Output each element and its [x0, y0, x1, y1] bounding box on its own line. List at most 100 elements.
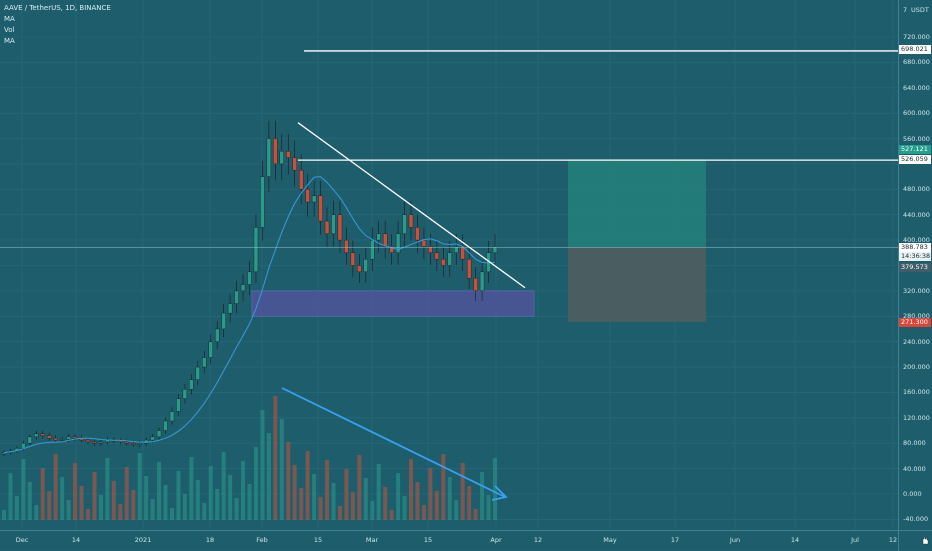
candle-body — [318, 195, 323, 222]
price-tick-label: 680.000 — [903, 58, 930, 67]
volume-bar — [454, 500, 459, 520]
volume-bar — [325, 460, 330, 520]
time-tick-label: 18 — [205, 536, 215, 544]
candle-body — [447, 252, 452, 266]
axis-settings-corner[interactable] — [898, 530, 932, 551]
candle-body — [98, 441, 104, 444]
indicator-ma-2[interactable]: MA — [4, 37, 15, 45]
price-tick-label: 640.000 — [903, 83, 930, 92]
volume-bar — [144, 476, 149, 520]
candle-body — [227, 303, 233, 314]
candle-body — [298, 170, 304, 190]
volume-bar — [370, 501, 375, 520]
candle-body — [221, 312, 226, 330]
candle-body — [253, 227, 259, 273]
time-tick-label: 15 — [423, 536, 433, 544]
price-tick-label: 160.000 — [903, 388, 930, 397]
candle-body — [292, 157, 297, 171]
candle-body — [473, 277, 478, 292]
volume-bar — [486, 495, 491, 520]
countdown-timer: 14:36:38 — [899, 252, 931, 261]
volume-bar — [428, 468, 433, 520]
price-tag-target: 527.121 — [899, 145, 931, 154]
candle-body — [286, 151, 291, 158]
candle-body — [72, 436, 78, 439]
volume-bar — [241, 461, 246, 520]
time-axis[interactable] — [0, 530, 898, 551]
time-tick-label: Jul — [851, 536, 859, 544]
volume-bar — [286, 442, 291, 520]
volume-bar — [118, 504, 123, 520]
candle-body — [1, 452, 7, 455]
volume-bar — [111, 481, 116, 520]
candle-body — [382, 233, 388, 247]
candle-body — [492, 246, 498, 254]
candle-body — [273, 138, 278, 165]
chart-plot-area[interactable] — [0, 0, 898, 530]
candle-body — [350, 252, 356, 266]
volume-arrow-line — [281, 387, 506, 498]
support-zone — [251, 290, 535, 317]
volume-bar — [331, 483, 336, 520]
volume-bar — [273, 396, 278, 520]
volume-bar — [299, 488, 304, 520]
candle-body — [131, 443, 136, 445]
target-zone — [568, 159, 706, 248]
volume-bar — [150, 499, 155, 520]
price-tick-label: 400.000 — [903, 236, 930, 245]
indicator-vol[interactable]: Vol — [4, 26, 15, 34]
volume-bar — [14, 496, 19, 520]
candle-body — [331, 214, 336, 234]
candle-body — [428, 246, 433, 254]
volume-bar — [253, 447, 258, 520]
volume-bar — [234, 498, 239, 520]
volume-bar — [480, 472, 485, 520]
volume-bar — [260, 410, 265, 520]
time-tick-label: 15 — [313, 536, 323, 544]
price-tick-label: 280.000 — [903, 312, 930, 321]
candle-body — [337, 214, 343, 241]
volume-bar — [79, 486, 84, 520]
volume-bar — [73, 463, 78, 520]
candle-body — [466, 258, 472, 279]
candle-body — [408, 214, 414, 228]
chart-title[interactable]: AAVE / TetherUS, 1D, BINANCE — [4, 4, 111, 12]
volume-bar — [292, 465, 297, 520]
candle-body — [182, 389, 188, 399]
price-tick-label: 200.000 — [903, 363, 930, 372]
volume-bar — [350, 492, 355, 520]
price-axis[interactable]: 7 USDT 720.000 680.000 640.000 600.000 560.0… — [898, 0, 932, 530]
volume-bar — [40, 468, 45, 520]
candle-body — [34, 433, 39, 438]
volume-bar — [396, 473, 401, 520]
indicator-ma-1[interactable]: MA — [4, 15, 15, 23]
candle-body — [370, 239, 375, 260]
hand-cursor-icon — [922, 536, 929, 545]
currency-prefix: 7 — [903, 6, 908, 14]
volume-bar — [66, 500, 71, 520]
candle-body — [137, 443, 142, 445]
volume-bar — [434, 491, 439, 520]
volume-bar — [47, 491, 52, 520]
volume-bar — [305, 451, 310, 520]
volume-bar — [312, 474, 317, 520]
price-tick-label: 560.000 — [903, 134, 930, 143]
volume-bar — [163, 485, 168, 520]
time-tick-label: 2021 — [134, 536, 152, 544]
candle-body — [169, 411, 175, 422]
candle-body — [260, 176, 265, 228]
volume-bar — [441, 454, 446, 520]
price-tick-label: 80.000 — [903, 439, 926, 448]
volume-bar — [383, 487, 388, 520]
volume-bar — [363, 478, 368, 520]
volume-bar — [8, 473, 13, 520]
time-tick-label: 14 — [71, 536, 81, 544]
volume-bar — [21, 459, 26, 520]
candle-body — [189, 379, 194, 390]
volume-bar — [202, 503, 207, 520]
volume-bar — [447, 477, 452, 520]
volume-bar — [131, 490, 136, 520]
candle-body — [415, 227, 420, 241]
volume-bar — [266, 433, 271, 520]
time-tick-label: Feb — [256, 536, 268, 544]
